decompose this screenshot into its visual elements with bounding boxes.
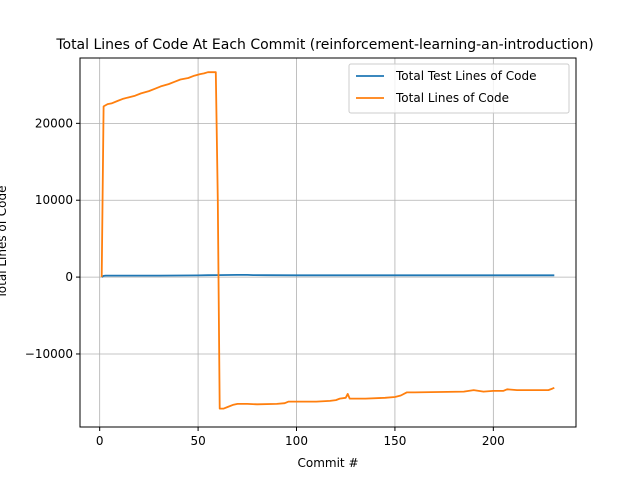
y-axis-label: Total Lines of Code [0,185,9,299]
legend-label-test: Total Test Lines of Code [395,69,536,83]
legend: Total Test Lines of Code Total Lines of … [348,63,570,114]
x-axis-ticks: 0 50 100 150 200 [96,427,505,448]
y-tick-label: 10000 [35,193,73,207]
x-tick-label: 100 [285,434,308,448]
series-line-test-lines [101,273,555,278]
y-tick-label: 0 [65,270,73,284]
series-line-total-lines [100,71,555,410]
chart-title: Total Lines of Code At Each Commit (rein… [55,37,593,53]
y-tick-label: −10000 [25,347,73,361]
x-tick-label: 0 [96,434,104,448]
x-tick-label: 150 [383,434,406,448]
y-axis-ticks: −10000 0 10000 20000 [25,116,80,361]
x-axis-label: Commit # [297,456,358,470]
x-tick-label: 50 [190,434,205,448]
legend-label-total: Total Lines of Code [395,91,509,105]
x-tick-label: 200 [482,434,505,448]
series-lines [100,71,555,410]
y-tick-label: 20000 [35,116,73,130]
grid-lines [80,58,576,427]
plot-frame [79,57,577,428]
legend-box [348,63,570,114]
